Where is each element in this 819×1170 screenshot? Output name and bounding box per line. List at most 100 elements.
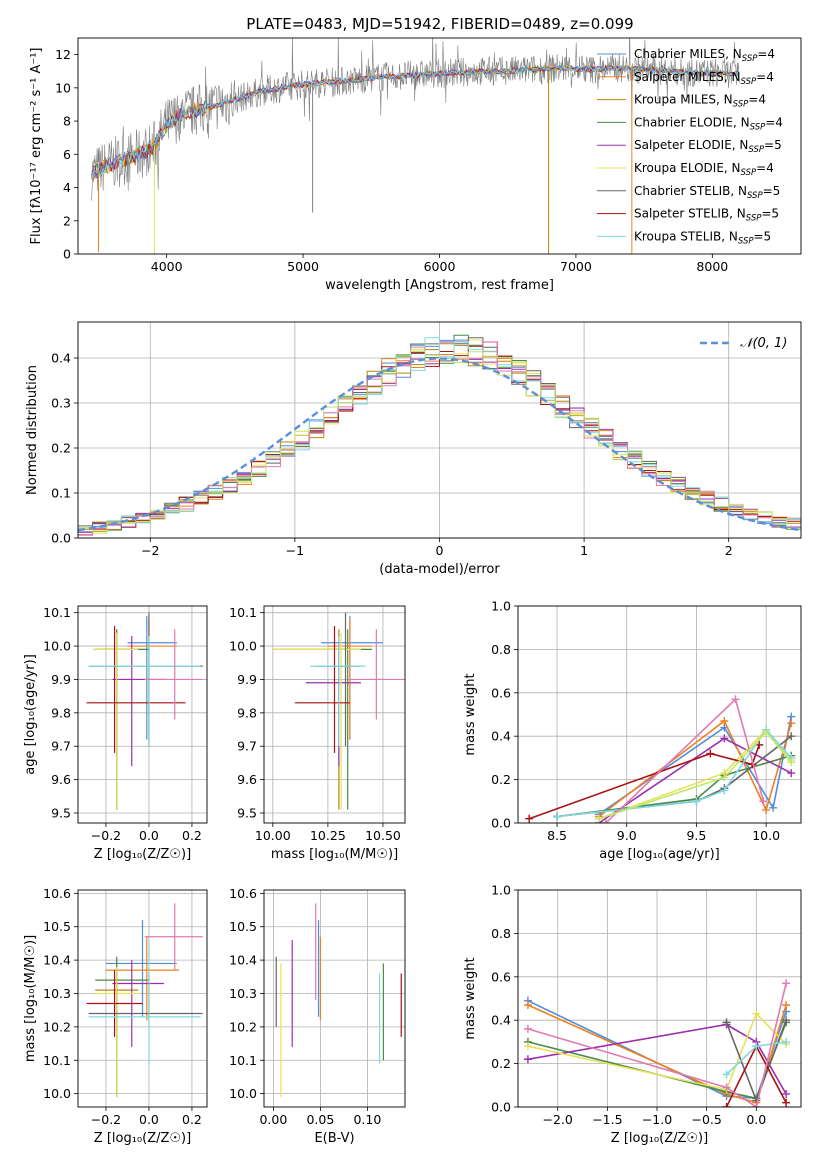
x-tick-label: 4000 — [151, 259, 183, 274]
y-tick-label: 0.4 — [51, 351, 71, 366]
y-tick-label: 10.0 — [43, 1086, 71, 1101]
data-point — [752, 1103, 761, 1107]
y-tick-label: 10.1 — [43, 605, 71, 620]
y-tick-label: 12 — [55, 47, 71, 62]
y-tick-label: 8 — [63, 114, 71, 129]
legend-label: Kroupa STELIB, NSSP=5 — [634, 229, 771, 246]
data-point — [782, 1037, 791, 1046]
series-line — [527, 1023, 787, 1095]
x-tick-label: 0.05 — [306, 1112, 334, 1127]
data-point — [787, 719, 796, 728]
plot-area — [523, 979, 791, 1107]
y-tick-label: 9.6 — [51, 772, 71, 787]
y-tick-label: 10.3 — [229, 986, 257, 1001]
plot-frame — [77, 605, 208, 824]
chart-mass-vs-EBV: 0.00 0.05 0.10 10.0 10.1 10.2 10.3 10.4 10.5 10.6… — [229, 886, 406, 1146]
chart-residuals: −2 −1 0 1 2 0.0 0.1 0.2 0.3 0.4 (data-model)/error… — [25, 321, 802, 577]
data-point — [720, 717, 729, 726]
data-point — [523, 1055, 532, 1064]
x-tick-label: 0 — [436, 543, 444, 558]
y-tick-label: 4 — [63, 180, 71, 195]
x-tick-label: −1.0 — [642, 1112, 672, 1127]
chart-massweight-vs-Z: −2.0 −1.5 −1.0 −0.5 0.0 0.0 0.2 0.4 0.6 0.8 1.0 Z [… — [463, 883, 802, 1146]
chart-spectrum: 4000 5000 6000 7000 8000 0 2 4 6 8 10 12 wavelength … — [29, 37, 802, 293]
y-tick-label: 10.4 — [229, 953, 257, 968]
data-point — [752, 1042, 761, 1051]
x-axis-label: wavelength [Angstrom, rest frame] — [325, 278, 554, 293]
x-axis-label: Z [log₁₀(Z/Z☉)] — [611, 1131, 708, 1146]
plot-frame — [263, 889, 406, 1108]
y-axis-label: mass [log₁₀(M/M☉)] — [23, 935, 38, 1062]
data-point — [525, 814, 534, 823]
plot-area — [86, 903, 203, 1097]
data-point — [523, 1001, 532, 1010]
legend-label: Chabrier ELODIE, NSSP=4 — [634, 115, 783, 132]
figure-title: PLATE=0483, MJD=51942, FIBERID=0489, z=0… — [246, 15, 633, 33]
data-point — [782, 1098, 791, 1107]
data-point — [720, 786, 729, 795]
series-line — [527, 1004, 787, 1104]
y-axis-label: mass weight — [463, 673, 478, 755]
x-tick-label: 0.0 — [746, 1112, 766, 1127]
x-tick-label: 0.00 — [259, 1112, 287, 1127]
plot-frame — [263, 605, 406, 824]
data-point — [782, 1016, 791, 1025]
x-tick-label: 0.2 — [182, 828, 202, 843]
y-axis-label: Flux [fλ10⁻¹⁷ erg cm⁻² s⁻¹ A⁻¹] — [29, 48, 44, 245]
y-tick-label: 10.6 — [43, 886, 71, 901]
data-point — [722, 1070, 731, 1079]
data-point — [782, 979, 791, 988]
data-point — [722, 1083, 731, 1092]
chart-age-vs-mass: 10.00 10.25 10.50 9.5 9.6 9.7 9.8 9.9 10.0 10.1 ma… — [229, 605, 406, 862]
y-axis-label: age [log₁₀(age/yr)] — [23, 654, 38, 775]
y-axis-label: mass weight — [463, 957, 478, 1039]
y-tick-label: 10.0 — [229, 639, 257, 654]
x-tick-label: −2 — [141, 543, 159, 558]
y-tick-label: 10.2 — [229, 1019, 257, 1034]
legend-label: 𝒩(0, 1) — [740, 336, 787, 351]
x-tick-label: 8000 — [696, 259, 728, 274]
x-tick-label: 5000 — [287, 259, 319, 274]
y-tick-label: 9.6 — [237, 772, 257, 787]
data-point — [787, 732, 796, 741]
y-tick-label: 10.1 — [229, 1053, 257, 1068]
y-tick-label: 0.2 — [51, 441, 71, 456]
series-line — [527, 983, 787, 1107]
y-tick-label: 9.8 — [51, 705, 71, 720]
y-tick-label: 0.0 — [491, 816, 511, 831]
chart-massweight-vs-age: 8.5 9.0 9.5 10.0 0.0 0.2 0.4 0.6 0.8 1.0 age [log₁… — [463, 599, 802, 862]
y-tick-label: 10.2 — [43, 1019, 71, 1034]
data-point — [601, 819, 610, 823]
x-axis-label: Z [log₁₀(Z/Z☉)] — [94, 1131, 191, 1146]
x-tick-label: 0.0 — [139, 1112, 159, 1127]
plot-frame — [517, 889, 802, 1108]
chart-mass-vs-Z: −0.2 0.0 0.2 10.0 10.1 10.2 10.3 10.4 10.5 10.6 Z … — [23, 886, 208, 1146]
x-axis-label: Z [log₁₀(Z/Z☉)] — [94, 847, 191, 862]
y-tick-label: 10.1 — [229, 605, 257, 620]
series-line — [598, 730, 792, 820]
data-point — [722, 1018, 731, 1027]
x-tick-label: 0.2 — [182, 1112, 202, 1127]
y-tick-label: 10.0 — [43, 639, 71, 654]
data-point — [782, 1001, 791, 1010]
y-tick-label: 10.5 — [229, 919, 257, 934]
x-tick-label: 9.0 — [617, 828, 637, 843]
x-tick-label: 1 — [580, 543, 588, 558]
y-tick-label: 10.4 — [43, 953, 71, 968]
data-point — [759, 797, 768, 806]
x-tick-label: −0.5 — [691, 1112, 721, 1127]
data-point — [722, 1103, 731, 1107]
x-tick-label: −2.0 — [543, 1112, 573, 1127]
data-point — [720, 773, 729, 782]
x-tick-label: −0.2 — [91, 1112, 121, 1127]
chart-age-vs-Z: −0.2 0.0 0.2 9.5 9.6 9.7 9.8 9.9 10.0 10.1 Z [log₁… — [23, 605, 208, 862]
y-tick-label: 9.5 — [237, 805, 257, 820]
series-line — [91, 64, 739, 180]
y-tick-label: 6 — [63, 147, 71, 162]
plot-frame — [77, 37, 802, 255]
y-tick-label: 0.6 — [491, 969, 511, 984]
data-point — [762, 727, 771, 736]
y-tick-label: 10 — [55, 80, 71, 95]
x-tick-label: 0.0 — [139, 828, 159, 843]
legend-label: Salpeter ELODIE, NSSP=5 — [634, 138, 782, 155]
